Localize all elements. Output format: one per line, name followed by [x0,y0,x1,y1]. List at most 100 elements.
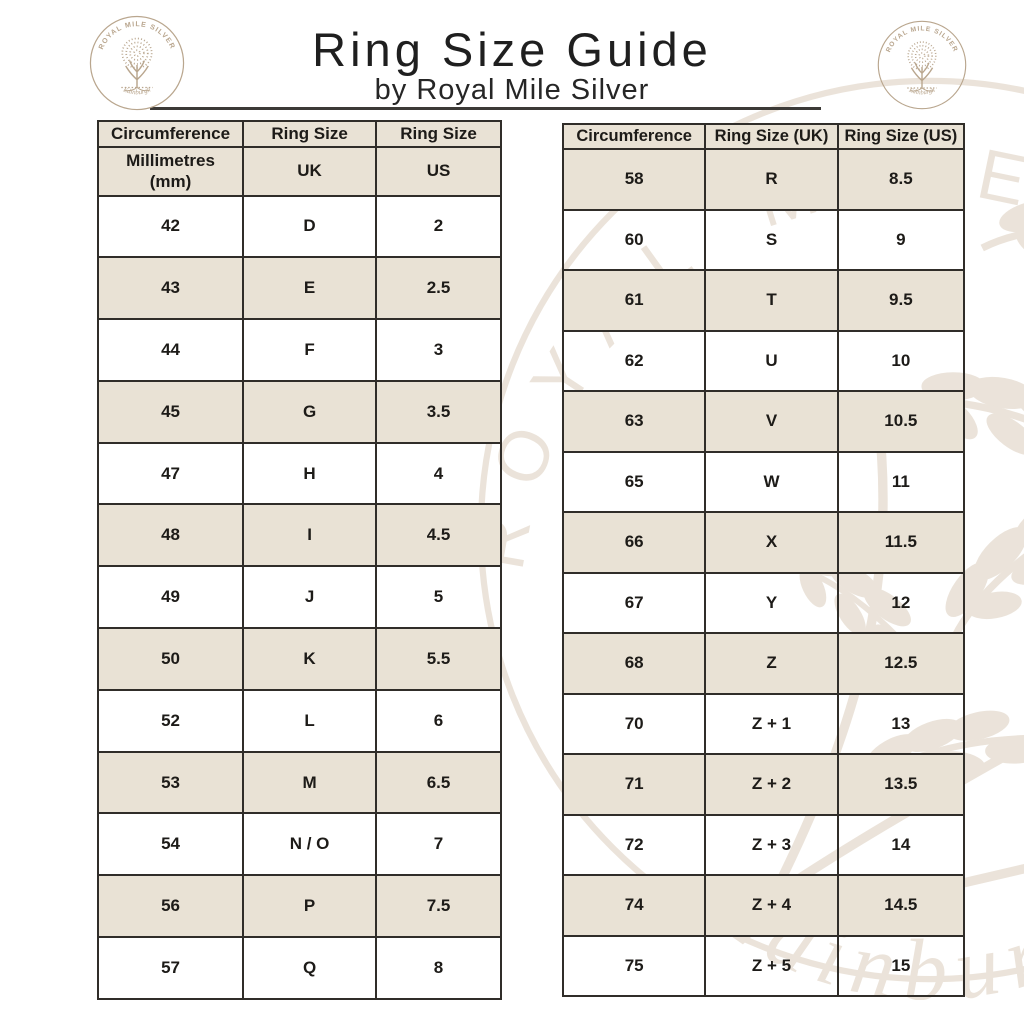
royal-mile-silver-logo-icon [876,19,968,111]
table-cell: Z + 3 [704,813,839,876]
table-cell: Q [242,936,378,1000]
table-row: 60 S 9 [561,208,966,271]
table-cell: 63 [561,390,707,453]
table-cell: 49 [96,565,245,630]
table-cell: 5 [375,565,502,630]
table-cell: 9 [836,208,966,271]
table-cell: K [242,627,378,691]
table-cell: 6 [375,688,502,753]
table-cell: 12 [836,571,966,634]
table-cell: 13 [836,692,966,755]
table-row: 50 K 5.5 [96,627,502,691]
table-row: 68 Z 12.5 [561,632,966,695]
table-row: 47 H 4 [96,441,502,506]
table-cell: 58 [561,148,707,211]
table-cell: G [242,379,378,444]
table-cell: Z + 5 [704,934,839,997]
subheader-uk: UK [242,146,378,197]
table-cell: 44 [96,318,245,382]
table-row: 72 Z + 3 14 [561,813,966,876]
table-cell: 66 [561,511,707,574]
page-title: Ring Size Guide [312,23,712,76]
table-cell: D [242,194,378,259]
table-cell: 71 [561,753,707,816]
table-cell: 45 [96,379,245,444]
table-cell: 15 [836,934,966,997]
table-cell: Z [704,632,839,695]
table-cell: 12.5 [836,632,966,695]
table-row: 58 R 8.5 [561,148,966,211]
table-cell: 8 [375,936,502,1000]
table-cell: 7 [375,812,502,877]
page-subtitle: by Royal Mile Silver [374,74,650,106]
table-cell: 8.5 [836,148,966,211]
table-cell: 47 [96,441,245,506]
subheader-us: US [375,146,502,197]
table-row: 56 P 7.5 [96,874,502,939]
table-header-row: Circumference Ring Size Ring Size [96,120,502,148]
table-row: 63 V 10.5 [561,390,966,453]
ring-size-table-uk-r-to-z5: Circumference Ring Size (UK) Ring Size (… [561,123,966,997]
table-row: 66 X 11.5 [561,511,966,574]
column-header-ring-size-us: Ring Size [375,120,502,148]
table-cell: 11 [836,450,966,513]
table-cell: 50 [96,627,245,691]
table-cell: M [242,750,378,815]
table-cell: R [704,148,839,211]
table-cell: 75 [561,934,707,997]
table-row: 45 G 3.5 [96,379,502,444]
table-row: 65 W 11 [561,450,966,513]
table-cell: 48 [96,503,245,568]
table-cell: T [704,269,839,332]
table-cell: 43 [96,256,245,321]
table-cell: 5.5 [375,627,502,691]
table-cell: 2 [375,194,502,259]
table-row: 42 D 2 [96,194,502,259]
table-cell: 10.5 [836,390,966,453]
table-cell: 13.5 [836,753,966,816]
table-subheader-row: Millimetres (mm) UK US [96,146,502,197]
ring-size-table-uk-d-to-q: Circumference Ring Size Ring Size Millim… [96,120,502,1000]
table-cell: 11.5 [836,511,966,574]
column-header-ring-size-us: Ring Size (US) [836,123,966,150]
table-row: 71 Z + 2 13.5 [561,753,966,816]
table-cell: 14.5 [836,874,966,937]
table-cell: 42 [96,194,245,259]
table-cell: 10 [836,329,966,392]
table-cell: 7.5 [375,874,502,939]
table-cell: 56 [96,874,245,939]
table-cell: 72 [561,813,707,876]
table-cell: 14 [836,813,966,876]
table-cell: V [704,390,839,453]
title-divider [150,107,821,110]
table-cell: H [242,441,378,506]
subheader-millimetres: Millimetres (mm) [96,146,245,197]
column-header-circumference: Circumference [561,123,707,150]
table-cell: 61 [561,269,707,332]
table-header-row: Circumference Ring Size (UK) Ring Size (… [561,123,966,150]
table-cell: S [704,208,839,271]
table-cell: 4.5 [375,503,502,568]
table-cell: 57 [96,936,245,1000]
table-cell: 62 [561,329,707,392]
table-row: 70 Z + 1 13 [561,692,966,755]
table-cell: 3 [375,318,502,382]
table-cell: 53 [96,750,245,815]
table-row: 62 U 10 [561,329,966,392]
table-row: 44 F 3 [96,318,502,382]
table-cell: Z + 1 [704,692,839,755]
table-cell: J [242,565,378,630]
table-cell: 4 [375,441,502,506]
table-cell: 67 [561,571,707,634]
table-cell: Y [704,571,839,634]
table-row: 74 Z + 4 14.5 [561,874,966,937]
table-cell: 68 [561,632,707,695]
table-row: 48 I 4.5 [96,503,502,568]
table-row: 49 J 5 [96,565,502,630]
table-cell: W [704,450,839,513]
table-row: 43 E 2.5 [96,256,502,321]
table-row: 61 T 9.5 [561,269,966,332]
table-cell: 74 [561,874,707,937]
table-cell: 2.5 [375,256,502,321]
table-cell: E [242,256,378,321]
